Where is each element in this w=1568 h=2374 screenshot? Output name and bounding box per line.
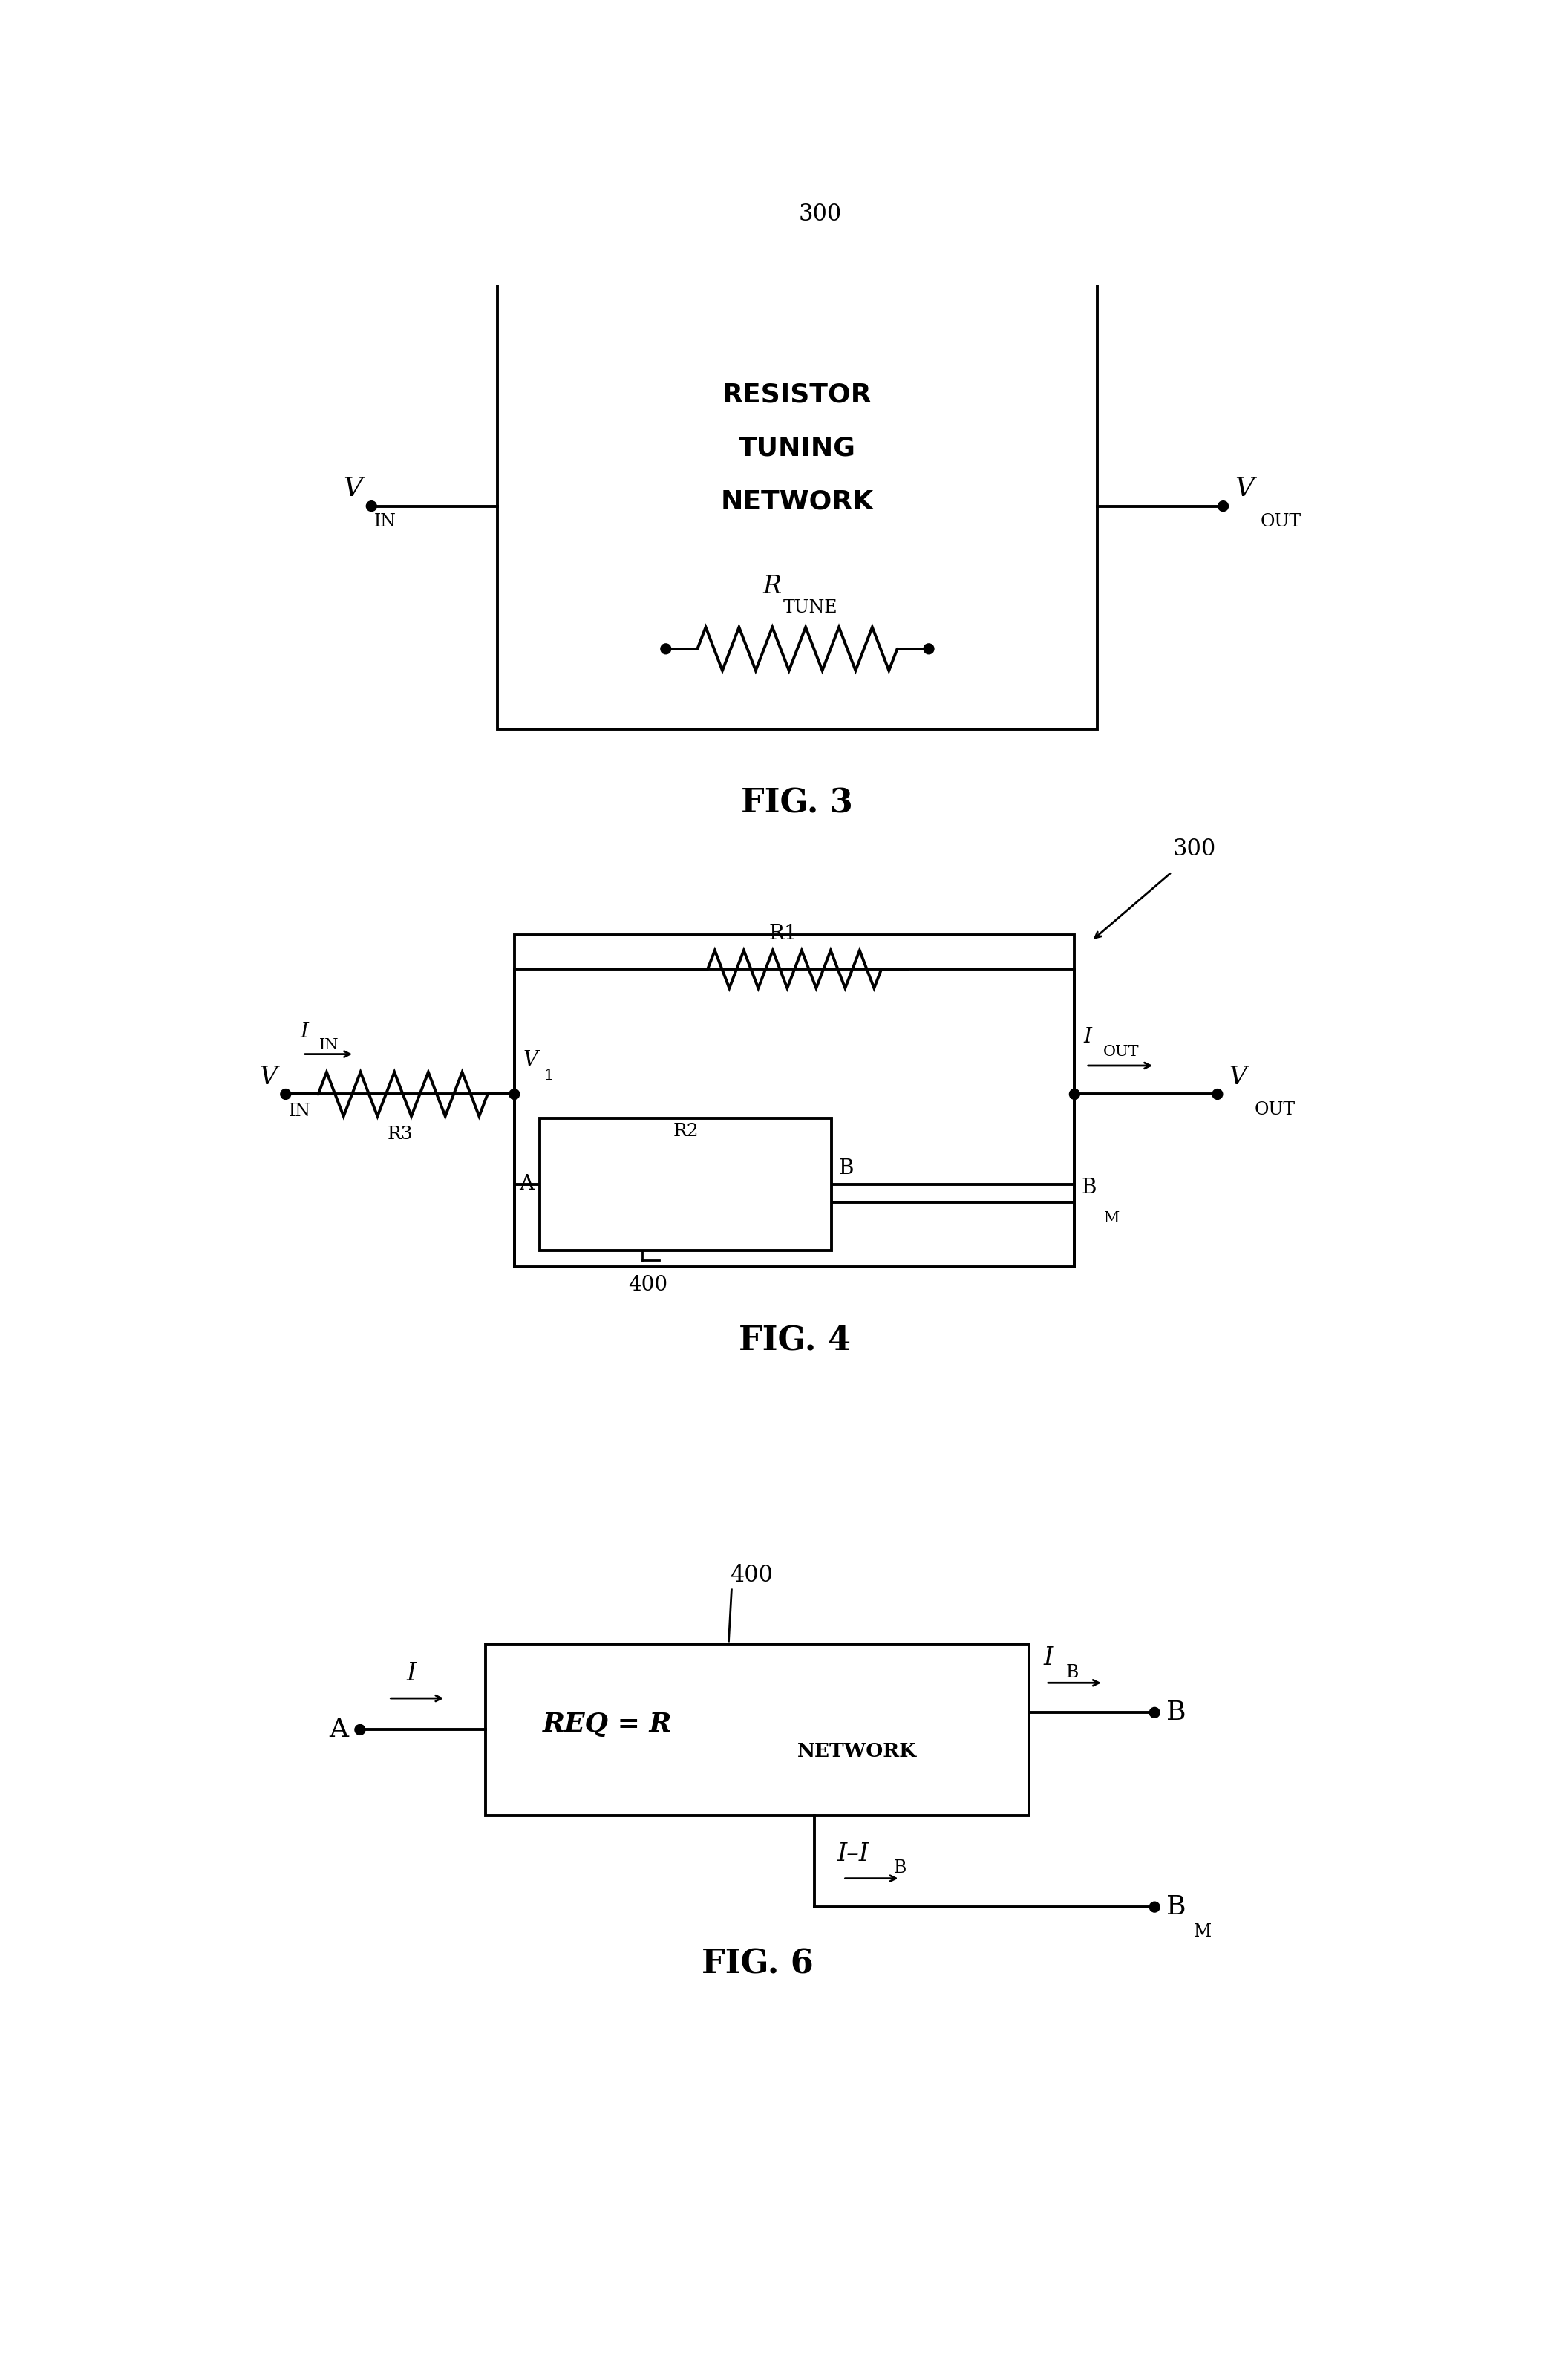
Text: TUNE: TUNE <box>782 598 837 617</box>
Text: B: B <box>894 1859 906 1878</box>
Circle shape <box>1218 501 1228 510</box>
Text: B: B <box>839 1159 853 1178</box>
Text: M: M <box>1104 1211 1120 1225</box>
Text: FIG. 6: FIG. 6 <box>701 1949 814 1980</box>
Text: I: I <box>299 1021 309 1042</box>
Text: V: V <box>1234 477 1254 501</box>
Bar <box>486 1645 1029 1816</box>
Text: TUNING: TUNING <box>739 434 856 461</box>
Text: OUT: OUT <box>1261 513 1301 529</box>
Text: NETWORK: NETWORK <box>797 1743 917 1762</box>
Text: M: M <box>1193 1923 1212 1940</box>
Circle shape <box>924 643 935 653</box>
Text: NETWORK: NETWORK <box>721 489 873 515</box>
Bar <box>539 1118 831 1251</box>
Text: R1: R1 <box>768 923 798 942</box>
Text: IN: IN <box>318 1037 339 1052</box>
Text: R2: R2 <box>673 1123 699 1140</box>
Text: B: B <box>1167 1894 1185 1921</box>
Text: B: B <box>1066 1664 1079 1681</box>
Text: B: B <box>1167 1700 1185 1726</box>
Text: V: V <box>522 1049 538 1071</box>
Text: R: R <box>764 575 782 598</box>
Text: RESISTOR: RESISTOR <box>723 382 872 408</box>
Text: A: A <box>329 1716 348 1743</box>
Circle shape <box>1069 1090 1080 1099</box>
Text: FIG. 3: FIG. 3 <box>742 788 853 819</box>
Circle shape <box>281 1090 290 1099</box>
Circle shape <box>660 643 671 653</box>
Text: OUT: OUT <box>1254 1102 1295 1118</box>
Text: V: V <box>259 1066 278 1090</box>
Text: 300: 300 <box>798 202 842 226</box>
Text: OUT: OUT <box>1104 1045 1140 1059</box>
Text: FIG. 4: FIG. 4 <box>739 1325 850 1358</box>
Text: V: V <box>1229 1066 1247 1090</box>
Bar <box>497 283 1098 729</box>
Text: 300: 300 <box>1173 838 1217 862</box>
Text: A: A <box>519 1175 535 1194</box>
Text: I: I <box>406 1662 417 1686</box>
Text: 400: 400 <box>731 1564 773 1586</box>
Text: B: B <box>1082 1178 1096 1199</box>
Text: I: I <box>1043 1648 1052 1671</box>
Text: IN: IN <box>375 513 397 529</box>
Text: IN: IN <box>289 1104 310 1121</box>
Bar <box>514 935 1074 1268</box>
Circle shape <box>1149 1902 1160 1911</box>
Circle shape <box>367 501 376 510</box>
Text: 400: 400 <box>629 1275 668 1294</box>
Text: R3: R3 <box>387 1125 412 1142</box>
Text: I: I <box>1083 1028 1091 1047</box>
Circle shape <box>1149 1707 1160 1719</box>
Text: I–I: I–I <box>837 1842 869 1866</box>
Text: 1: 1 <box>544 1068 554 1083</box>
Circle shape <box>354 1724 365 1735</box>
Circle shape <box>1212 1090 1223 1099</box>
Text: REQ = R: REQ = R <box>543 1712 673 1738</box>
Circle shape <box>510 1090 519 1099</box>
Text: V: V <box>343 477 362 501</box>
